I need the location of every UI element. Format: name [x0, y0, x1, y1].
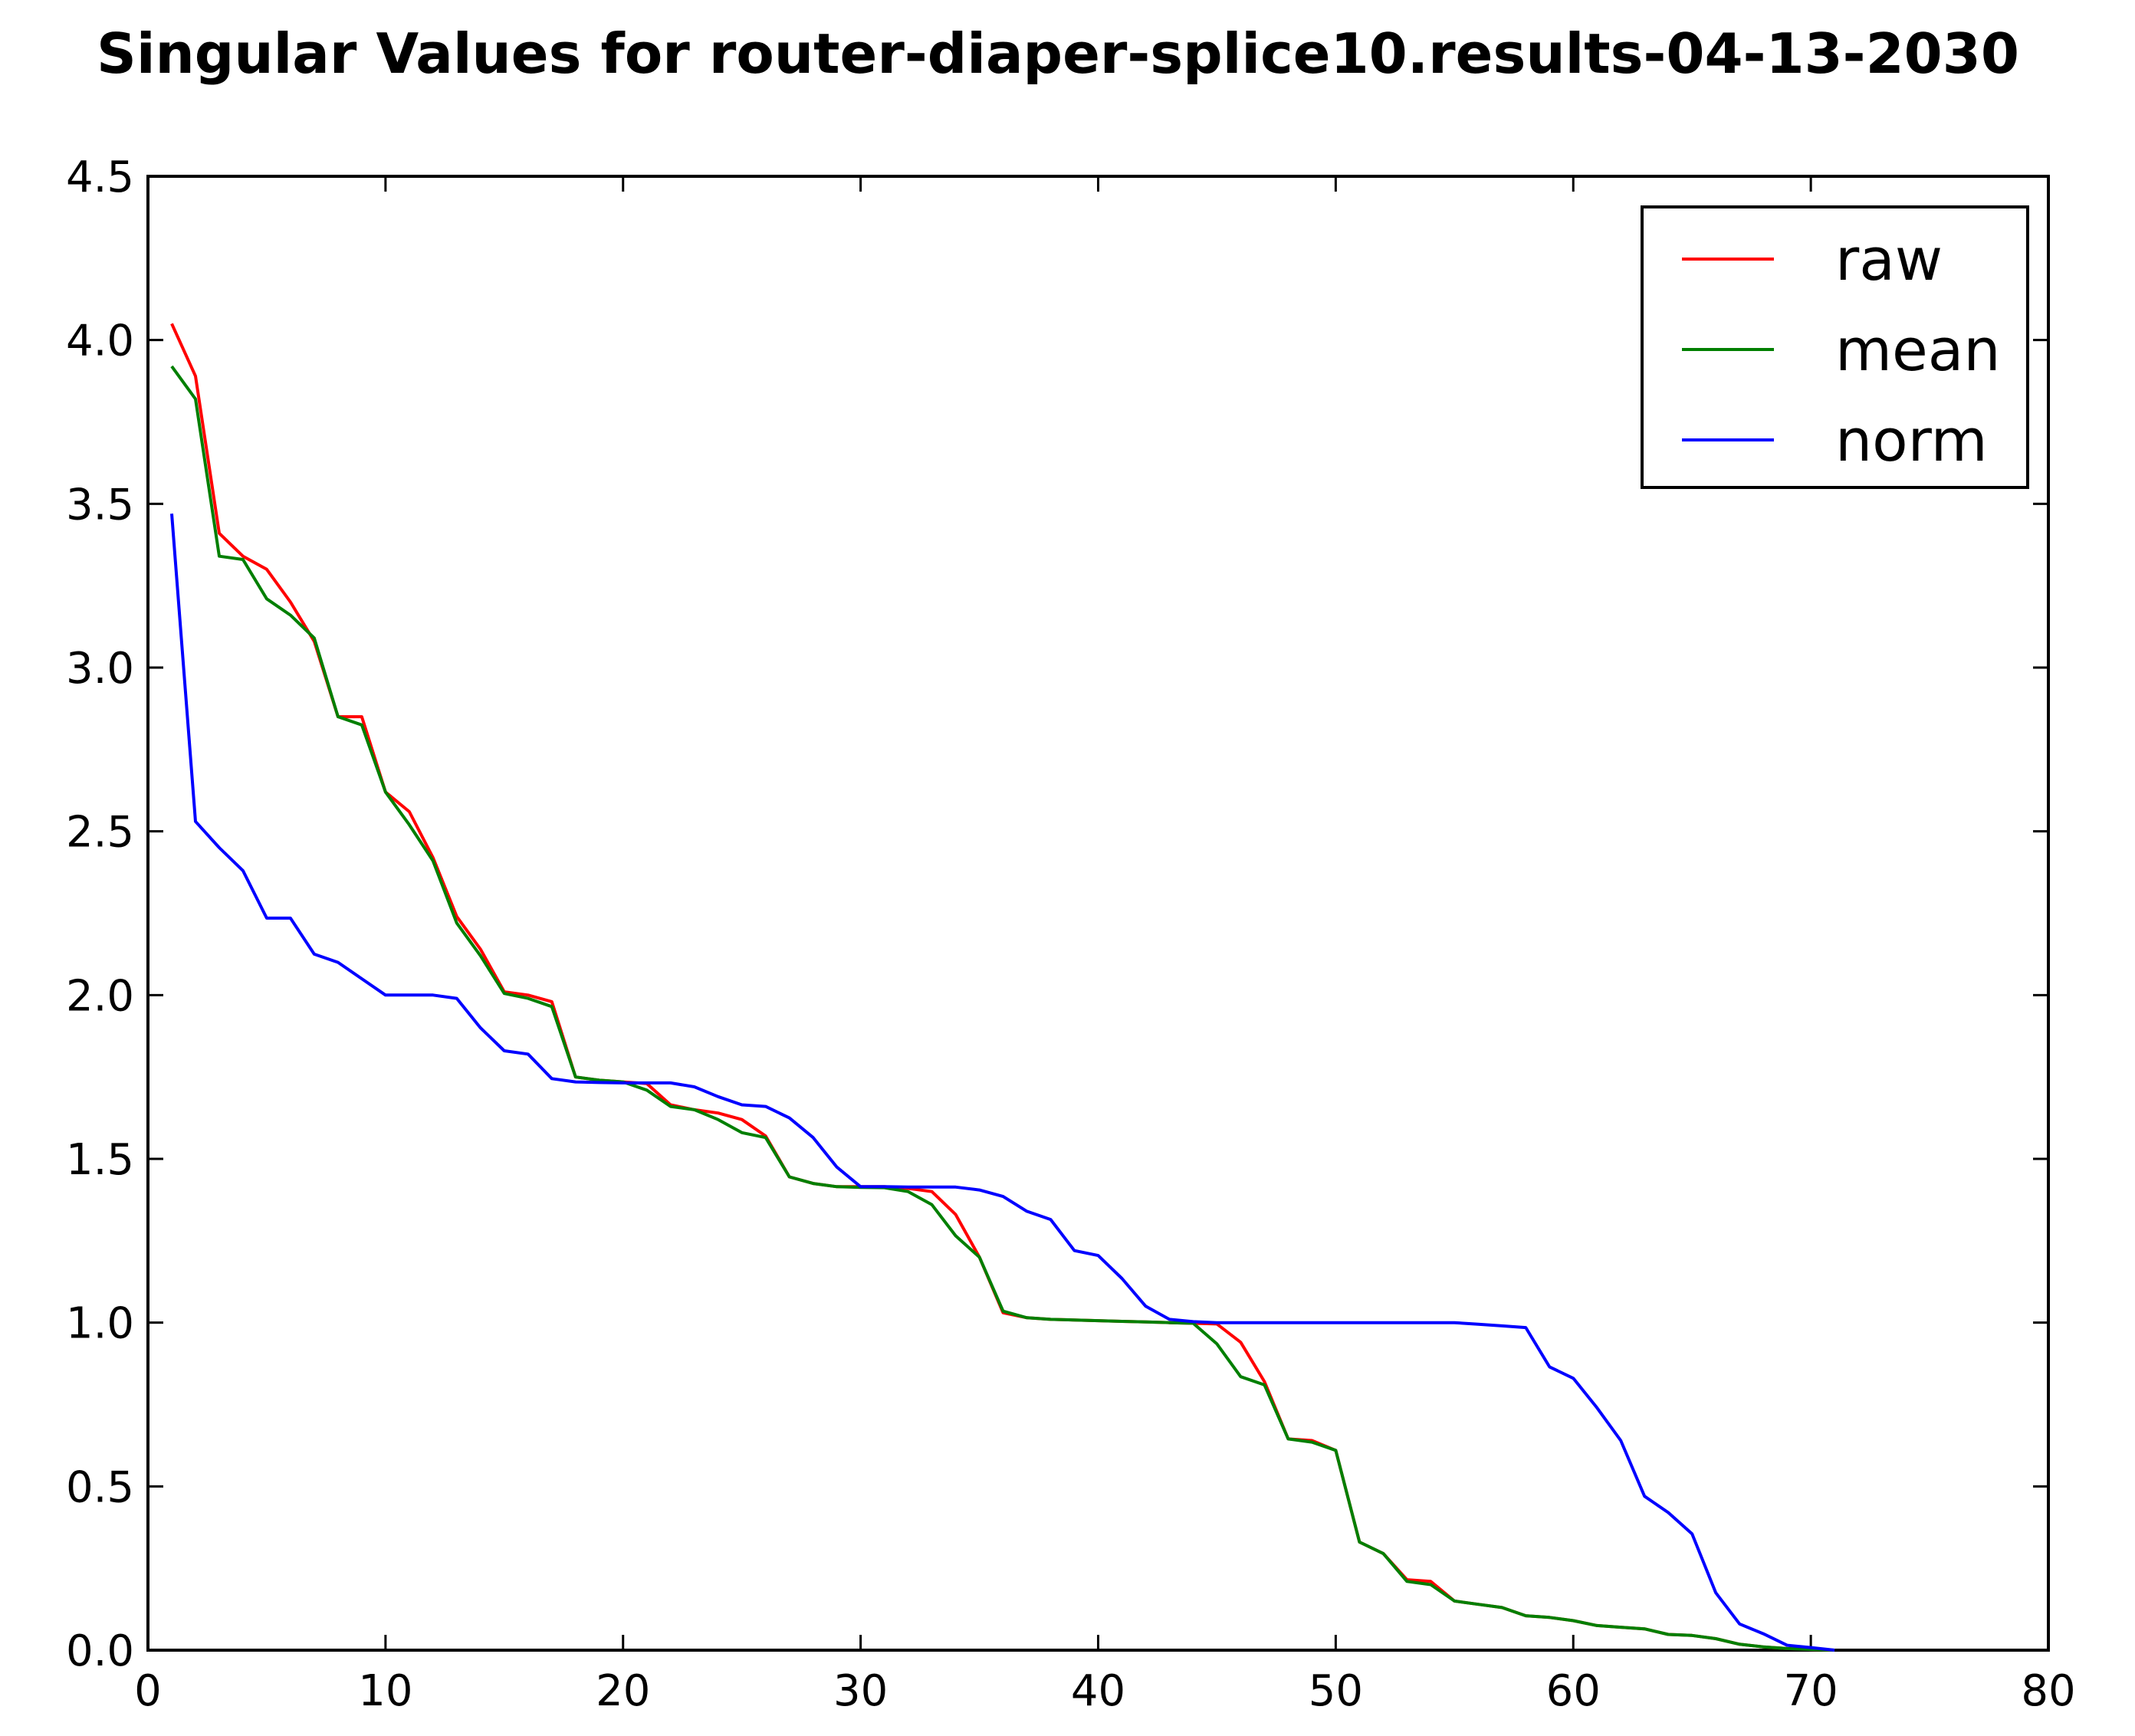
- x-tick-label: 50: [1309, 1666, 1363, 1716]
- plot-area: [146, 175, 2050, 1652]
- x-tick-label: 20: [596, 1666, 650, 1716]
- x-tick-label: 70: [1783, 1666, 1838, 1716]
- chart-title: Singular Values for router-diaper-splice…: [97, 21, 2019, 86]
- series-lines: [170, 323, 1835, 1652]
- axis-ticks: [146, 175, 2050, 1652]
- y-tick-label: 3.0: [66, 644, 134, 694]
- series-line-norm: [170, 514, 1835, 1652]
- series-line-mean: [170, 365, 1835, 1652]
- x-tick-label: 40: [1071, 1666, 1125, 1716]
- x-tick-label: 80: [2021, 1666, 2075, 1716]
- legend-label-norm: norm: [1835, 406, 1988, 474]
- legend-label-mean: mean: [1835, 316, 2001, 384]
- y-tick-label: 3.5: [66, 480, 134, 530]
- y-tick-label: 2.5: [66, 808, 134, 858]
- tick-labels: 0 10 20 30 40 50 60 70 80 0.0 0.5 1.0 1.5 2.0 2.5 3.0 3.…: [66, 153, 2076, 1716]
- y-tick-label: 0.5: [66, 1462, 134, 1512]
- x-tick-label: 0: [134, 1666, 162, 1716]
- y-tick-label: 0.0: [66, 1626, 134, 1676]
- x-tick-label: 10: [358, 1666, 412, 1716]
- y-tick-label: 4.5: [66, 153, 134, 202]
- x-tick-label: 60: [1546, 1666, 1601, 1716]
- y-tick-label: 1.0: [66, 1299, 134, 1349]
- y-tick-label: 2.0: [66, 971, 134, 1021]
- y-tick-label: 1.5: [66, 1135, 134, 1185]
- x-tick-label: 30: [833, 1666, 888, 1716]
- y-tick-label: 4.0: [66, 317, 134, 366]
- legend: raw mean norm: [1641, 205, 2029, 489]
- legend-label-raw: raw: [1835, 225, 1943, 294]
